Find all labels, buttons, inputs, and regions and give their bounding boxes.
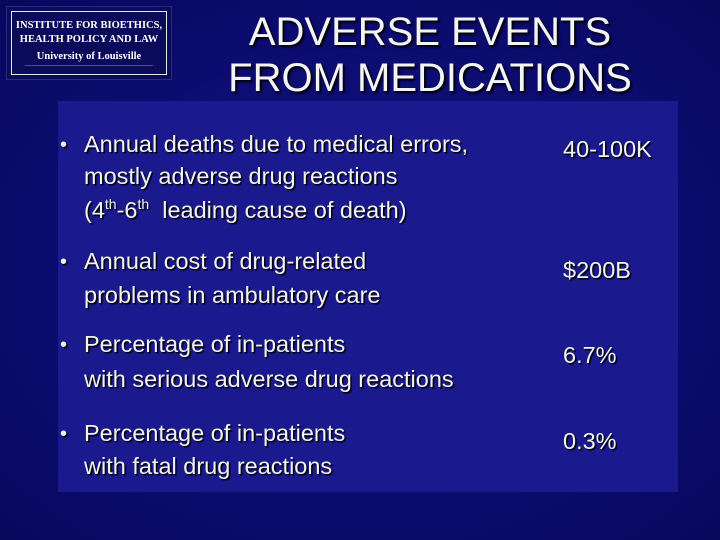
item-value: $200B: [563, 257, 631, 283]
item-text: Percentage of in-patients: [84, 331, 346, 357]
item-text: with serious adverse drug reactions: [84, 366, 454, 392]
logo: INSTITUTE FOR BIOETHICS, HEALTH POLICY A…: [6, 6, 172, 80]
logo-text: HEALTH POLICY AND LAW: [19, 34, 159, 45]
title: ADVERSE EVENTS: [248, 10, 612, 54]
item-text: problems in ambulatory care: [84, 282, 381, 308]
bullet: •: [60, 251, 68, 273]
logo-frame: [11, 11, 167, 75]
item-value: 6.7%: [563, 342, 617, 368]
item-text: Annual cost of drug-related: [84, 248, 367, 274]
bullet: •: [60, 334, 68, 356]
item-text: mostly adverse drug reactions: [84, 163, 398, 189]
superscript: th: [104, 196, 117, 212]
item-text: Annual deaths due to medical errors,: [84, 131, 469, 157]
logo-text: INSTITUTE FOR BIOETHICS,: [15, 20, 163, 31]
note-text: (4: [84, 196, 105, 223]
item-value: 40-100K: [563, 136, 652, 162]
note-text: -6: [116, 196, 138, 223]
bullet: •: [60, 134, 68, 156]
item-value: 0.3%: [563, 428, 617, 454]
bullet: •: [60, 423, 68, 445]
title: FROM MEDICATIONS: [228, 56, 632, 100]
logo-text: University of Louisville: [36, 51, 142, 62]
item-note: (4th-6th leading cause of death): [84, 196, 407, 224]
note-text: leading cause of death): [149, 196, 407, 223]
superscript: th: [137, 196, 150, 212]
item-text: Percentage of in-patients: [84, 420, 346, 446]
item-text: with fatal drug reactions: [84, 453, 333, 479]
logo-rule: [25, 65, 153, 66]
content-box: [58, 101, 678, 492]
